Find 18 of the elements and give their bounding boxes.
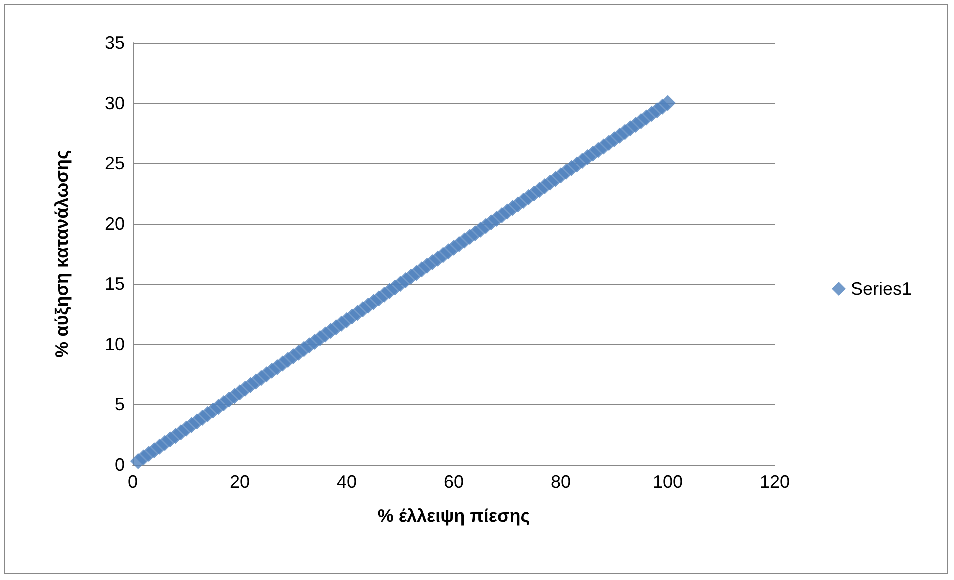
x-axis-title: % έλλειψη πίεσης [378,506,530,526]
y-tick-label: 15 [104,274,125,294]
x-tick-label: 20 [230,472,250,492]
y-tick-label: 20 [104,214,125,234]
y-tick-label: 5 [114,394,125,415]
y-tick-label: 0 [114,455,125,475]
y-axis-title: % αύξηση κατανάλωσης [52,150,72,358]
y-tick-label: 30 [104,93,125,114]
y-tick-label: 25 [104,154,125,174]
x-tick-label: 0 [128,472,138,492]
x-tick-label: 100 [652,472,684,492]
x-tick-label: 40 [336,472,358,492]
x-tick-label: 80 [550,472,572,492]
legend-label: Series1 [850,279,912,299]
x-tick-label: 120 [760,472,790,492]
x-tick-label: 60 [444,472,464,492]
y-tick-label: 10 [104,334,125,354]
y-tick-label: 35 [104,33,125,53]
